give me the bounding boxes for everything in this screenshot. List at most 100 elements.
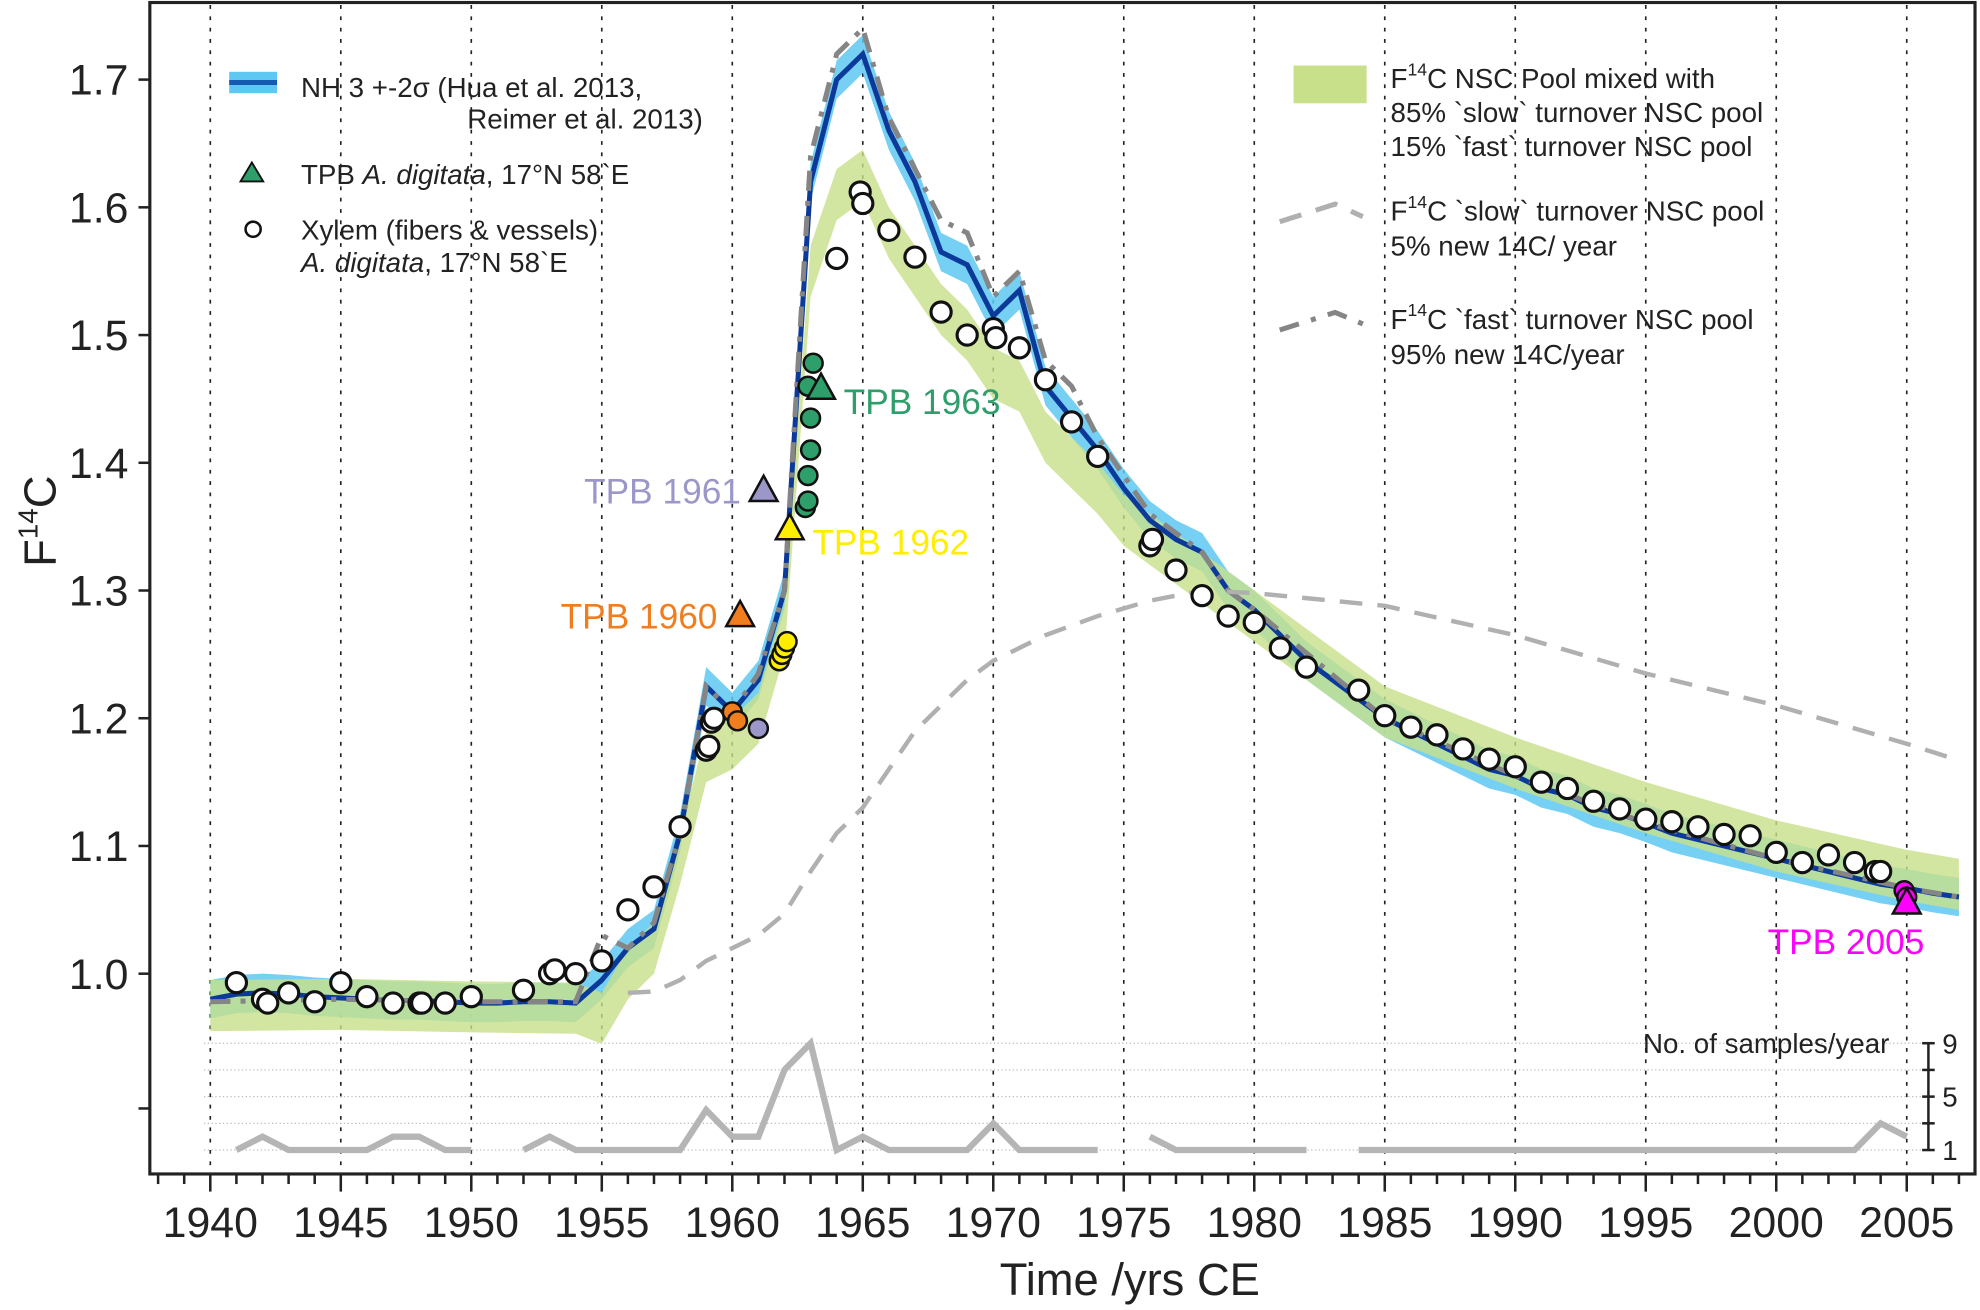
xylem-point [1477, 747, 1501, 771]
y-tick-label: 1.6 [69, 184, 129, 232]
tpb-circle-point [797, 464, 819, 487]
legend-right: F14C NSC Pool mixed with 85% `slow` turn… [1278, 60, 1765, 370]
tpb-label: TPB 1961 [584, 472, 741, 511]
xylem-point [1347, 678, 1371, 702]
xylem-point [851, 191, 875, 216]
xylem-point [1268, 636, 1293, 660]
xylem-point [955, 323, 979, 347]
y-tick-label: 1.5 [69, 312, 129, 360]
xylem-point [929, 300, 953, 324]
xylem-point [543, 958, 567, 982]
xylem-point [564, 962, 588, 986]
legend-mixed-swatch [1293, 65, 1367, 104]
y-axis-label: F14C [13, 476, 66, 567]
samples-per-year-line [1148, 1133, 1307, 1154]
xylem-point [1399, 715, 1423, 739]
legend-xylem-label-1: Xylem (fibers & vessels) [301, 214, 598, 245]
xylem-point [903, 245, 927, 269]
slow-pool-line [627, 588, 1960, 996]
xylem-point [1581, 789, 1606, 813]
plot-marks: TPB 1960 TPB 1961 TPB 1962 TPB 1963 TPB 2005 [209, 23, 1960, 1155]
xylem-point [697, 734, 721, 758]
legend-slow-dashed-swatch [1278, 201, 1364, 225]
samples-axis-label: No. of samples/year [1643, 1028, 1889, 1059]
tpb-label: TPB 1960 [561, 598, 718, 637]
x-tick-label: 2005 [1859, 1199, 1954, 1247]
tpb-triangle-point [724, 598, 757, 628]
xylem-point [459, 985, 483, 1009]
xylem-point [1555, 776, 1580, 801]
xylem-point [1686, 815, 1710, 839]
samples-tick-label: 1 [1942, 1135, 1957, 1166]
x-axis-label: Time /yrs CE [1000, 1254, 1260, 1305]
tpb-circle-point [799, 439, 822, 461]
y-tick-label: 1.1 [69, 823, 129, 871]
xylem-point [1140, 527, 1165, 552]
xylem-point [1738, 824, 1762, 848]
tpb-circle-point [726, 710, 749, 732]
x-tick-label: 1970 [946, 1199, 1041, 1247]
samples-tick-label: 9 [1942, 1028, 1957, 1059]
tpb-label: TPB 2005 [1768, 923, 1925, 962]
tpb-circle-point [797, 490, 819, 512]
xylem-point [1164, 558, 1188, 582]
tpb-triangle-point [773, 511, 806, 541]
xylem-point [1868, 859, 1893, 884]
legend-mixed-label-1: F14C NSC Pool mixed with [1391, 60, 1715, 95]
x-tick-label: 1980 [1207, 1199, 1302, 1247]
tpb-circle-point [776, 630, 798, 653]
legend-slow-label-2: 5% new 14C/ year [1391, 231, 1617, 262]
legend-tpb-label: TPB A. digitata, 17°N 58`E [301, 159, 629, 190]
y-tick-label: 1.4 [69, 440, 129, 488]
x-tick-label: 1955 [554, 1199, 649, 1247]
xylem-point [1451, 737, 1475, 761]
samples-tick-label: 5 [1942, 1082, 1957, 1113]
xylem-point [303, 990, 327, 1014]
x-tick-label: 1950 [424, 1199, 519, 1247]
xylem-point [877, 218, 901, 242]
xylem-point [410, 991, 434, 1015]
x-tick-label: 1945 [293, 1199, 388, 1247]
tpb-triangle-point [805, 370, 838, 401]
xylem-point [1086, 444, 1110, 469]
xylem-point [668, 815, 692, 839]
xylem-point [433, 991, 457, 1015]
legend-slow-label-1: F14C `slow` turnover NSC pool [1391, 192, 1765, 227]
x-tick-label: 1995 [1598, 1199, 1693, 1247]
xylem-point [276, 981, 301, 1005]
xylem-point [590, 949, 614, 973]
xylem-point [1503, 755, 1527, 779]
xylem-point [1425, 723, 1449, 747]
xylem-point [616, 898, 640, 922]
tpb-triangle-point [1890, 885, 1923, 915]
legend-fast-label-2: 95% new 14C/year [1391, 339, 1625, 370]
x-tick-label: 1940 [163, 1199, 258, 1247]
xylem-point [1007, 336, 1032, 360]
legend-fast-dashdot-swatch [1278, 309, 1367, 333]
xylem-point [1764, 840, 1788, 864]
grid-lines [203, 5, 1924, 1172]
xylem-point [1608, 797, 1632, 821]
xylem-point [1190, 583, 1214, 608]
xylem-point [381, 991, 405, 1015]
x-tick-label: 1975 [1076, 1199, 1171, 1247]
xylem-point [984, 325, 1008, 350]
xylem-point [1242, 610, 1266, 635]
legend-xylem-circle-icon [244, 220, 262, 239]
tpb-circle-point [799, 407, 822, 429]
xylem-point [511, 978, 536, 1002]
xylem-point [702, 706, 726, 730]
legend-xylem-label-2: A. digitata, 17°N 58`E [299, 247, 568, 278]
y-tick-label: 1.2 [69, 695, 129, 743]
mixed-pool-band [210, 149, 1959, 1044]
x-tick-label: 1990 [1468, 1199, 1563, 1247]
plot-frame [148, 0, 1977, 1176]
y-tick-label: 1.3 [69, 568, 129, 616]
xylem-point [1216, 604, 1240, 628]
xylem-point [1712, 822, 1736, 847]
samples-per-year-line [522, 1036, 1098, 1155]
x-tick-label: 1960 [685, 1199, 780, 1247]
x-tick-label: 2000 [1729, 1199, 1824, 1247]
y-tick-label: 1.0 [69, 951, 129, 999]
xylem-point [1059, 410, 1084, 434]
